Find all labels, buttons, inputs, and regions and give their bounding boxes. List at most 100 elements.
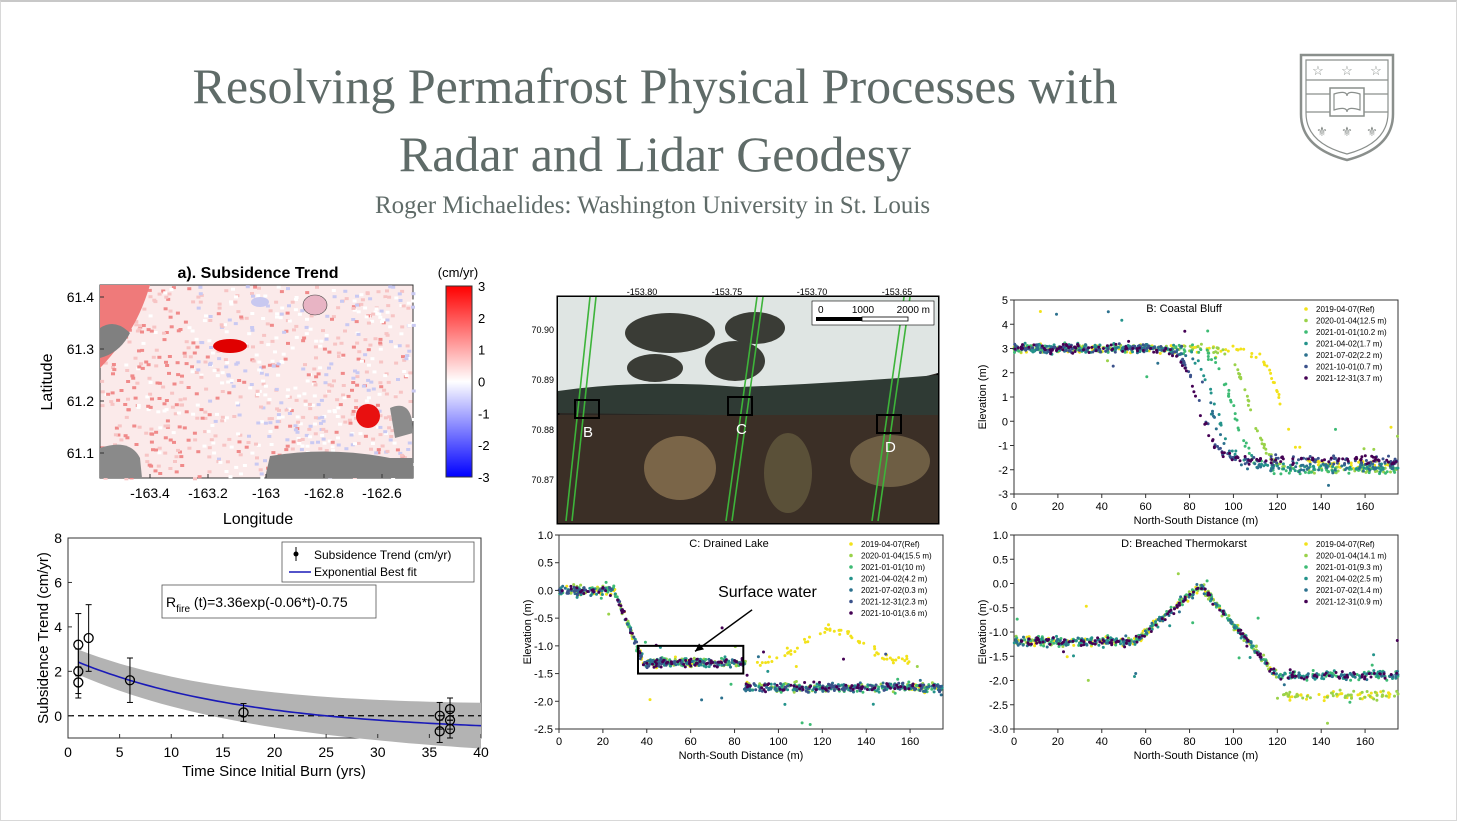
map-pixel [314, 375, 319, 379]
scatter-point [651, 662, 654, 666]
map-pixel [411, 323, 416, 327]
map-pixel [171, 286, 176, 290]
scatter-point [903, 659, 907, 663]
scatter-point [785, 646, 789, 650]
map-pixel [183, 320, 188, 324]
scatter-point [766, 669, 770, 673]
legend-entry: 2021-12-31(2.3 m) [861, 598, 928, 607]
scatter-point [915, 665, 919, 668]
scatter-point [1286, 694, 1290, 698]
scatter-point [824, 627, 828, 630]
scatter-point [1019, 347, 1023, 351]
map-pixel [399, 332, 404, 336]
scatter-point [1288, 690, 1292, 694]
scatter-point [1228, 451, 1232, 455]
scatter-point [1320, 674, 1324, 678]
map-pixel [164, 399, 169, 402]
map-pixel [411, 292, 416, 296]
scatter-point [1256, 616, 1260, 620]
scatter-point [873, 647, 877, 651]
map-pixel [180, 374, 184, 378]
map-pixel [384, 431, 389, 435]
map-pixel [213, 419, 218, 423]
scatter-point [1141, 349, 1145, 352]
map-pixel [305, 317, 309, 321]
scatter-point [1348, 700, 1352, 704]
scatter-point [1297, 458, 1300, 462]
scatter-point [1284, 469, 1288, 473]
scatter-point [1162, 349, 1166, 353]
map-pixel [223, 358, 228, 362]
map-pixel [218, 460, 223, 464]
map-pixel [270, 359, 275, 363]
map-pixel [351, 381, 356, 384]
scatter-point [1381, 689, 1385, 693]
elevation-y-label: Elevation (m) [522, 600, 534, 665]
map-x-tick-label: -163 [252, 485, 280, 501]
map-pixel [207, 339, 212, 343]
scatter-point [1215, 346, 1219, 350]
map-pixel [139, 362, 143, 366]
map-pixel [170, 391, 175, 395]
map-pixel [186, 346, 191, 350]
annotation-arrow [694, 609, 753, 653]
elevation-y-tick-label: 4 [1002, 319, 1008, 331]
scatter-point [1349, 461, 1353, 465]
map-pixel [259, 472, 264, 476]
scatter-point [769, 687, 773, 691]
image-y-tick-label: 70.89 [531, 375, 554, 385]
slide-subtitle: Roger Michaelides: Washington University… [374, 192, 931, 219]
scatter-point [1055, 634, 1058, 638]
map-pixel [331, 449, 335, 453]
data-point [434, 726, 445, 737]
scatter-point [643, 640, 647, 644]
map-pixel [279, 360, 284, 363]
elevation-y-tick-label: -1.5 [534, 669, 553, 681]
scatter-point [730, 658, 734, 662]
map-pixel [368, 343, 373, 347]
map-pixel [268, 421, 273, 425]
map-pixel [313, 432, 318, 436]
map-pixel [267, 434, 272, 438]
scatter-point [1312, 471, 1316, 475]
map-pixel [196, 295, 201, 299]
map-pixel [297, 394, 302, 398]
map-pixel [154, 364, 159, 368]
map-pixel [164, 360, 168, 364]
scatter-point [1166, 612, 1170, 616]
map-pixel [256, 421, 261, 425]
legend-entry: 2020-01-04(14.1 m) [1316, 552, 1387, 561]
scatter-point [1332, 457, 1336, 461]
map-pixel [356, 357, 361, 361]
scatter-point [676, 662, 680, 666]
scatter-point [921, 689, 925, 693]
scatter-point [1324, 463, 1328, 467]
map-pixel [360, 298, 365, 302]
map-pixel [165, 364, 170, 367]
scatter-point [1311, 669, 1315, 672]
scatter-point [1109, 343, 1113, 347]
data-point [83, 632, 94, 644]
map-pixel [203, 416, 208, 420]
scatter-point [1093, 639, 1097, 643]
scatter-point [1183, 344, 1187, 348]
scatter-point [1279, 472, 1283, 476]
scatter-point [1312, 467, 1316, 471]
legend-marker [849, 553, 853, 558]
scatter-point [1214, 427, 1218, 431]
map-lake [302, 294, 328, 316]
scatter-point [1272, 381, 1276, 385]
scatter-point [1171, 354, 1174, 358]
scatter-point [930, 681, 934, 685]
scatter-point [641, 663, 645, 667]
scatter-point [856, 639, 860, 643]
scatter-point [1135, 347, 1139, 351]
map-pixel [408, 371, 413, 375]
scatter-point [661, 660, 665, 664]
map-pixel [146, 408, 151, 412]
scatter-point [1249, 355, 1253, 359]
map-pixel [226, 374, 231, 378]
map-pixel [148, 405, 153, 409]
site-box [727, 396, 753, 416]
scatter-point [1177, 601, 1181, 605]
